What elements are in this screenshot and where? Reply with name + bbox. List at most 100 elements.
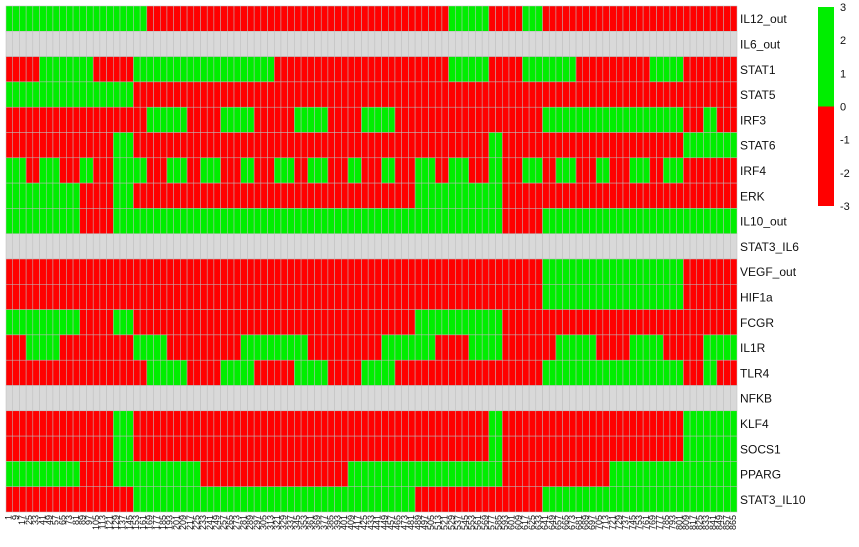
heatmap-cell <box>616 258 624 285</box>
heatmap-cell <box>32 385 40 412</box>
heatmap-cell <box>12 132 20 159</box>
heatmap-cell <box>703 486 711 513</box>
heatmap-cell <box>575 258 584 285</box>
heatmap-cell <box>374 359 382 386</box>
heatmap-cell <box>19 31 27 57</box>
heatmap-cell <box>562 56 570 83</box>
heatmap-cell <box>589 106 597 133</box>
heatmap-cell <box>253 157 262 184</box>
heatmap-cell <box>72 309 81 336</box>
legend-tick-label: 3 <box>840 2 846 14</box>
heatmap-cell <box>676 233 684 260</box>
heatmap-cell <box>689 410 698 437</box>
heatmap-cell <box>622 435 630 462</box>
column-label: 137 <box>118 515 128 530</box>
heatmap-cell <box>206 461 215 487</box>
heatmap-cell <box>25 486 34 513</box>
heatmap-cell <box>113 258 121 285</box>
heatmap-cell <box>213 157 221 184</box>
heatmap-cell <box>119 81 127 108</box>
heatmap-cell <box>92 410 101 437</box>
heatmap-cell <box>408 385 416 412</box>
heatmap-cell <box>146 56 154 83</box>
heatmap-cell <box>535 5 543 32</box>
heatmap-cell <box>66 284 74 310</box>
heatmap-cell <box>689 284 698 310</box>
heatmap-cell <box>274 258 282 285</box>
heatmap-cell <box>186 309 195 336</box>
heatmap-cell <box>602 208 610 234</box>
heatmap-cell <box>475 157 483 184</box>
heatmap-cell <box>280 334 288 361</box>
heatmap-cell <box>528 106 537 133</box>
heatmap-cell <box>515 106 523 133</box>
heatmap-cell <box>595 56 604 83</box>
heatmap-cell <box>307 284 315 310</box>
heatmap-cell <box>656 461 664 487</box>
heatmap-cell <box>153 284 161 310</box>
heatmap-cell <box>542 284 550 310</box>
heatmap-cell <box>186 385 195 412</box>
heatmap-cell <box>703 258 711 285</box>
heatmap-cell <box>119 334 127 361</box>
column-label: 433 <box>366 515 376 530</box>
heatmap-cell <box>294 309 302 336</box>
heatmap-cell <box>495 56 503 83</box>
heatmap-cell <box>119 359 127 386</box>
heatmap-cell <box>683 5 691 32</box>
heatmap-cell <box>595 435 604 462</box>
heatmap-cell <box>636 461 644 487</box>
heatmap-cell <box>213 284 221 310</box>
heatmap-cell <box>448 81 456 108</box>
heatmap-cell <box>233 106 241 133</box>
heatmap-cell <box>300 106 309 133</box>
heatmap-cell <box>589 233 597 260</box>
heatmap-cell <box>146 284 154 310</box>
heatmap-cell <box>280 56 288 83</box>
heatmap-cell <box>166 284 174 310</box>
heatmap-cell <box>227 258 235 285</box>
heatmap-cell <box>461 182 470 209</box>
heatmap-cell <box>99 208 107 234</box>
heatmap-cell <box>5 56 13 83</box>
heatmap-cell <box>19 106 27 133</box>
heatmap-cell <box>394 81 402 108</box>
column-label: 329 <box>279 515 289 530</box>
heatmap-cell <box>696 334 704 361</box>
heatmap-cell <box>636 410 644 437</box>
heatmap-cell <box>602 132 610 159</box>
heatmap-cell <box>267 410 275 437</box>
heatmap-cell <box>542 309 550 336</box>
heatmap-cell <box>502 359 510 386</box>
heatmap-cell <box>622 410 630 437</box>
heatmap-cell <box>160 5 168 32</box>
heatmap-cell <box>341 309 349 336</box>
heatmap-cell <box>86 81 94 108</box>
heatmap-cell <box>616 435 624 462</box>
heatmap-cell <box>408 56 416 83</box>
heatmap-cell <box>441 359 449 386</box>
heatmap-cell <box>260 157 268 184</box>
heatmap-cell <box>642 5 651 32</box>
row-label: STAT5 <box>740 88 776 102</box>
heatmap-cell <box>287 208 295 234</box>
heatmap-cell <box>421 385 429 412</box>
heatmap-cell <box>307 334 315 361</box>
heatmap-cell <box>730 359 738 386</box>
heatmap-cell <box>126 284 134 310</box>
heatmap-cell <box>709 334 718 361</box>
column-label: 689 <box>580 515 590 530</box>
column-label: 201 <box>171 515 181 530</box>
column-label: 825 <box>694 515 704 530</box>
heatmap-cell <box>86 258 94 285</box>
heatmap-cell <box>354 208 362 234</box>
heatmap-cell <box>461 157 470 184</box>
heatmap-cell <box>320 157 329 184</box>
heatmap-cell <box>622 486 630 513</box>
heatmap-cell <box>354 5 362 32</box>
heatmap-cell <box>133 31 141 57</box>
heatmap-cell <box>280 132 288 159</box>
heatmap-cell <box>401 81 409 108</box>
heatmap-cell <box>502 56 510 83</box>
heatmap-cell <box>374 132 382 159</box>
